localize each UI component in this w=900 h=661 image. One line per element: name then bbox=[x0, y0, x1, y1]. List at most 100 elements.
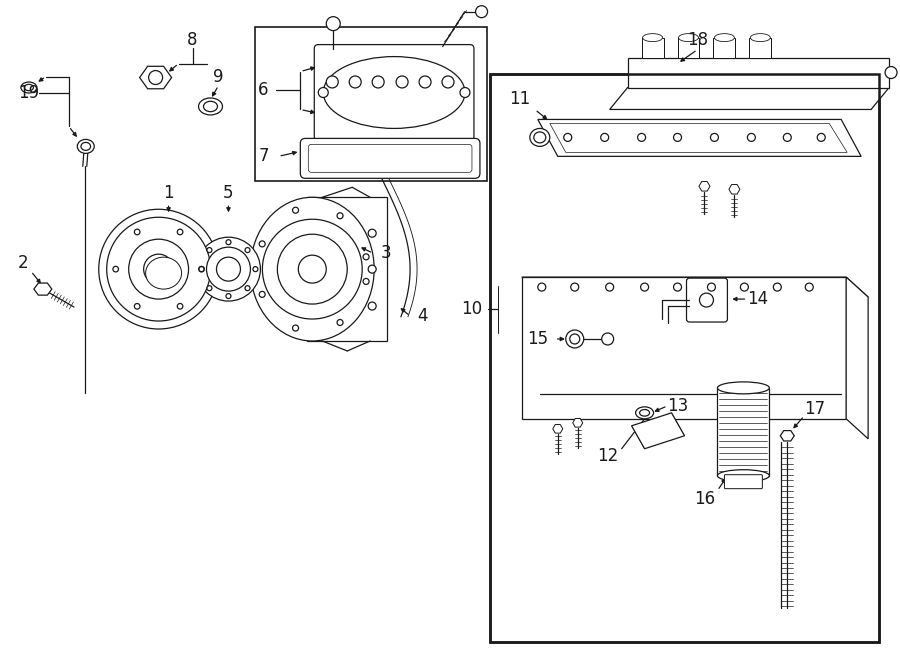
Circle shape bbox=[277, 234, 347, 304]
Circle shape bbox=[673, 134, 681, 141]
FancyBboxPatch shape bbox=[309, 144, 472, 173]
Circle shape bbox=[368, 229, 376, 237]
Circle shape bbox=[134, 229, 140, 235]
Circle shape bbox=[637, 134, 645, 141]
Ellipse shape bbox=[21, 82, 37, 93]
Polygon shape bbox=[846, 277, 868, 439]
Circle shape bbox=[707, 283, 716, 291]
Text: 19: 19 bbox=[18, 85, 40, 102]
Ellipse shape bbox=[751, 34, 770, 42]
Polygon shape bbox=[627, 58, 889, 87]
Text: 8: 8 bbox=[187, 30, 198, 49]
Circle shape bbox=[349, 76, 361, 88]
Circle shape bbox=[259, 292, 266, 297]
Bar bbox=[717, 388, 770, 476]
Circle shape bbox=[741, 283, 749, 291]
Text: 2: 2 bbox=[18, 254, 28, 272]
Circle shape bbox=[245, 248, 250, 253]
Circle shape bbox=[442, 76, 454, 88]
Text: 14: 14 bbox=[747, 290, 768, 308]
Ellipse shape bbox=[81, 142, 91, 151]
Circle shape bbox=[570, 334, 580, 344]
Bar bbox=[256, 26, 487, 181]
Circle shape bbox=[806, 283, 814, 291]
Polygon shape bbox=[538, 120, 861, 157]
Circle shape bbox=[373, 76, 384, 88]
Circle shape bbox=[298, 255, 327, 283]
Circle shape bbox=[327, 17, 340, 30]
Ellipse shape bbox=[530, 128, 550, 146]
Circle shape bbox=[263, 219, 362, 319]
Circle shape bbox=[129, 239, 189, 299]
Circle shape bbox=[773, 283, 781, 291]
Ellipse shape bbox=[250, 197, 374, 341]
Circle shape bbox=[144, 254, 174, 284]
Ellipse shape bbox=[77, 139, 94, 153]
Circle shape bbox=[245, 286, 250, 291]
Circle shape bbox=[206, 247, 250, 291]
Text: 4: 4 bbox=[417, 307, 428, 325]
Bar bbox=[490, 73, 879, 642]
Polygon shape bbox=[553, 424, 562, 433]
Circle shape bbox=[259, 241, 266, 247]
FancyBboxPatch shape bbox=[687, 278, 727, 322]
Text: 1: 1 bbox=[163, 184, 174, 202]
Circle shape bbox=[602, 333, 614, 345]
Polygon shape bbox=[140, 66, 172, 89]
Circle shape bbox=[112, 266, 119, 272]
Bar bbox=[750, 38, 771, 58]
Circle shape bbox=[207, 248, 211, 253]
Circle shape bbox=[292, 207, 299, 214]
Circle shape bbox=[699, 293, 714, 307]
Circle shape bbox=[327, 76, 338, 88]
Polygon shape bbox=[572, 418, 582, 427]
Circle shape bbox=[606, 283, 614, 291]
Ellipse shape bbox=[323, 57, 465, 128]
Ellipse shape bbox=[715, 34, 734, 42]
Circle shape bbox=[396, 76, 408, 88]
Ellipse shape bbox=[203, 101, 218, 112]
Bar bbox=[714, 38, 735, 58]
Circle shape bbox=[99, 210, 219, 329]
Circle shape bbox=[710, 134, 718, 141]
Circle shape bbox=[641, 283, 649, 291]
FancyBboxPatch shape bbox=[301, 138, 480, 178]
Ellipse shape bbox=[199, 98, 222, 115]
Ellipse shape bbox=[24, 85, 33, 91]
Circle shape bbox=[338, 213, 343, 219]
Circle shape bbox=[363, 278, 369, 284]
Polygon shape bbox=[522, 277, 846, 419]
Circle shape bbox=[600, 134, 608, 141]
Ellipse shape bbox=[643, 34, 662, 42]
Polygon shape bbox=[34, 283, 52, 295]
Text: 5: 5 bbox=[223, 184, 234, 202]
Polygon shape bbox=[609, 87, 889, 110]
Circle shape bbox=[338, 319, 343, 325]
Text: 13: 13 bbox=[667, 397, 688, 415]
Polygon shape bbox=[522, 277, 868, 297]
Circle shape bbox=[196, 237, 260, 301]
Circle shape bbox=[226, 293, 231, 299]
Circle shape bbox=[217, 257, 240, 281]
Ellipse shape bbox=[635, 407, 653, 419]
Circle shape bbox=[460, 87, 470, 97]
Circle shape bbox=[368, 302, 376, 310]
Text: 7: 7 bbox=[258, 147, 268, 165]
Text: 6: 6 bbox=[258, 81, 268, 98]
Ellipse shape bbox=[717, 382, 770, 394]
Circle shape bbox=[292, 325, 299, 331]
FancyBboxPatch shape bbox=[314, 44, 474, 140]
Polygon shape bbox=[780, 430, 795, 441]
Circle shape bbox=[148, 71, 163, 85]
Circle shape bbox=[134, 303, 140, 309]
Text: 3: 3 bbox=[381, 244, 392, 262]
Text: 10: 10 bbox=[462, 300, 482, 318]
Circle shape bbox=[107, 217, 211, 321]
Circle shape bbox=[199, 266, 204, 272]
Ellipse shape bbox=[717, 470, 770, 482]
Text: 15: 15 bbox=[527, 330, 548, 348]
Bar bbox=[490, 73, 879, 642]
Ellipse shape bbox=[640, 410, 650, 416]
Text: 17: 17 bbox=[804, 400, 824, 418]
Circle shape bbox=[253, 266, 258, 272]
